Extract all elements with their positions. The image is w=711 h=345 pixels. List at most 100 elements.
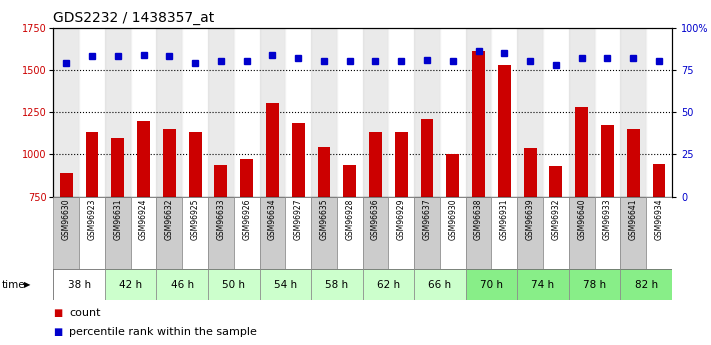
Bar (472, 51, 485, 197)
Bar (363, 269, 414, 300)
Text: GSM96932: GSM96932 (552, 199, 560, 240)
Bar (594, 197, 620, 269)
Bar (234, 197, 260, 269)
Bar (182, 197, 208, 269)
Bar (208, 197, 234, 269)
Bar (285, 197, 311, 269)
Bar (215, 165, 228, 197)
Bar (466, 28, 491, 197)
Text: percentile rank within the sample: percentile rank within the sample (69, 327, 257, 337)
Text: GDS2232 / 1438357_at: GDS2232 / 1438357_at (53, 11, 215, 25)
Bar (363, 197, 388, 269)
Bar (337, 197, 363, 269)
Bar (208, 269, 260, 300)
Text: 74 h: 74 h (531, 280, 555, 289)
Text: GSM96931: GSM96931 (500, 199, 509, 240)
Bar (311, 197, 337, 269)
Bar (163, 129, 176, 197)
Bar (491, 28, 517, 197)
Bar (414, 197, 440, 269)
Text: GSM96929: GSM96929 (397, 199, 406, 240)
Bar (491, 197, 517, 269)
Text: 58 h: 58 h (325, 280, 348, 289)
Bar (188, 132, 201, 197)
Bar (620, 269, 672, 300)
Bar (79, 28, 105, 197)
Bar (311, 269, 363, 300)
Text: GSM96634: GSM96634 (268, 199, 277, 240)
Text: 50 h: 50 h (223, 280, 245, 289)
Text: GSM96641: GSM96641 (629, 199, 638, 240)
Text: GSM96925: GSM96925 (191, 199, 200, 240)
Bar (517, 269, 569, 300)
Bar (137, 121, 150, 197)
Bar (517, 197, 543, 269)
Bar (543, 28, 569, 197)
Text: GSM96637: GSM96637 (422, 199, 432, 240)
Text: 70 h: 70 h (480, 280, 503, 289)
Text: ■: ■ (53, 308, 63, 318)
Bar (85, 132, 98, 197)
Bar (646, 28, 672, 197)
Bar (292, 123, 304, 197)
Bar (543, 197, 569, 269)
Text: 46 h: 46 h (171, 280, 194, 289)
Text: 66 h: 66 h (428, 280, 451, 289)
Bar (156, 28, 182, 197)
Bar (240, 159, 253, 197)
Bar (594, 28, 620, 197)
Bar (311, 28, 337, 197)
Bar (260, 269, 311, 300)
Bar (466, 197, 491, 269)
Bar (653, 164, 665, 197)
Text: GSM96926: GSM96926 (242, 199, 251, 240)
Bar (517, 28, 543, 197)
Text: GSM96631: GSM96631 (113, 199, 122, 240)
Bar (466, 269, 517, 300)
Bar (620, 28, 646, 197)
Bar (498, 65, 510, 197)
Bar (395, 132, 407, 197)
Bar (234, 28, 260, 197)
Bar (318, 147, 331, 197)
Text: GSM96640: GSM96640 (577, 199, 586, 240)
Bar (105, 269, 156, 300)
Text: time: time (1, 280, 25, 289)
Bar (440, 28, 466, 197)
Bar (285, 28, 311, 197)
Text: GSM96635: GSM96635 (319, 199, 328, 240)
Text: ■: ■ (53, 327, 63, 337)
Text: GSM96632: GSM96632 (165, 199, 173, 240)
Text: 78 h: 78 h (583, 280, 606, 289)
Bar (105, 28, 131, 197)
Bar (53, 28, 79, 197)
Text: GSM96636: GSM96636 (371, 199, 380, 240)
Text: GSM96930: GSM96930 (449, 199, 457, 240)
Bar (60, 173, 73, 197)
Bar (208, 28, 234, 197)
Bar (182, 28, 208, 197)
Bar (620, 197, 646, 269)
Bar (53, 197, 79, 269)
Text: GSM96923: GSM96923 (87, 199, 97, 240)
Bar (260, 197, 285, 269)
Text: count: count (69, 308, 100, 318)
Text: GSM96928: GSM96928 (346, 199, 354, 240)
Bar (388, 28, 414, 197)
Text: 62 h: 62 h (377, 280, 400, 289)
Text: GSM96630: GSM96630 (62, 199, 70, 240)
Bar (421, 119, 434, 197)
Bar (131, 28, 156, 197)
Bar (343, 165, 356, 197)
Bar (131, 197, 156, 269)
Bar (266, 103, 279, 197)
Bar (646, 197, 672, 269)
Bar (569, 197, 594, 269)
Text: GSM96934: GSM96934 (655, 199, 663, 240)
Bar (337, 28, 363, 197)
Text: GSM96633: GSM96633 (216, 199, 225, 240)
Bar (414, 269, 466, 300)
Bar (524, 148, 537, 197)
Text: 82 h: 82 h (634, 280, 658, 289)
Bar (388, 197, 414, 269)
